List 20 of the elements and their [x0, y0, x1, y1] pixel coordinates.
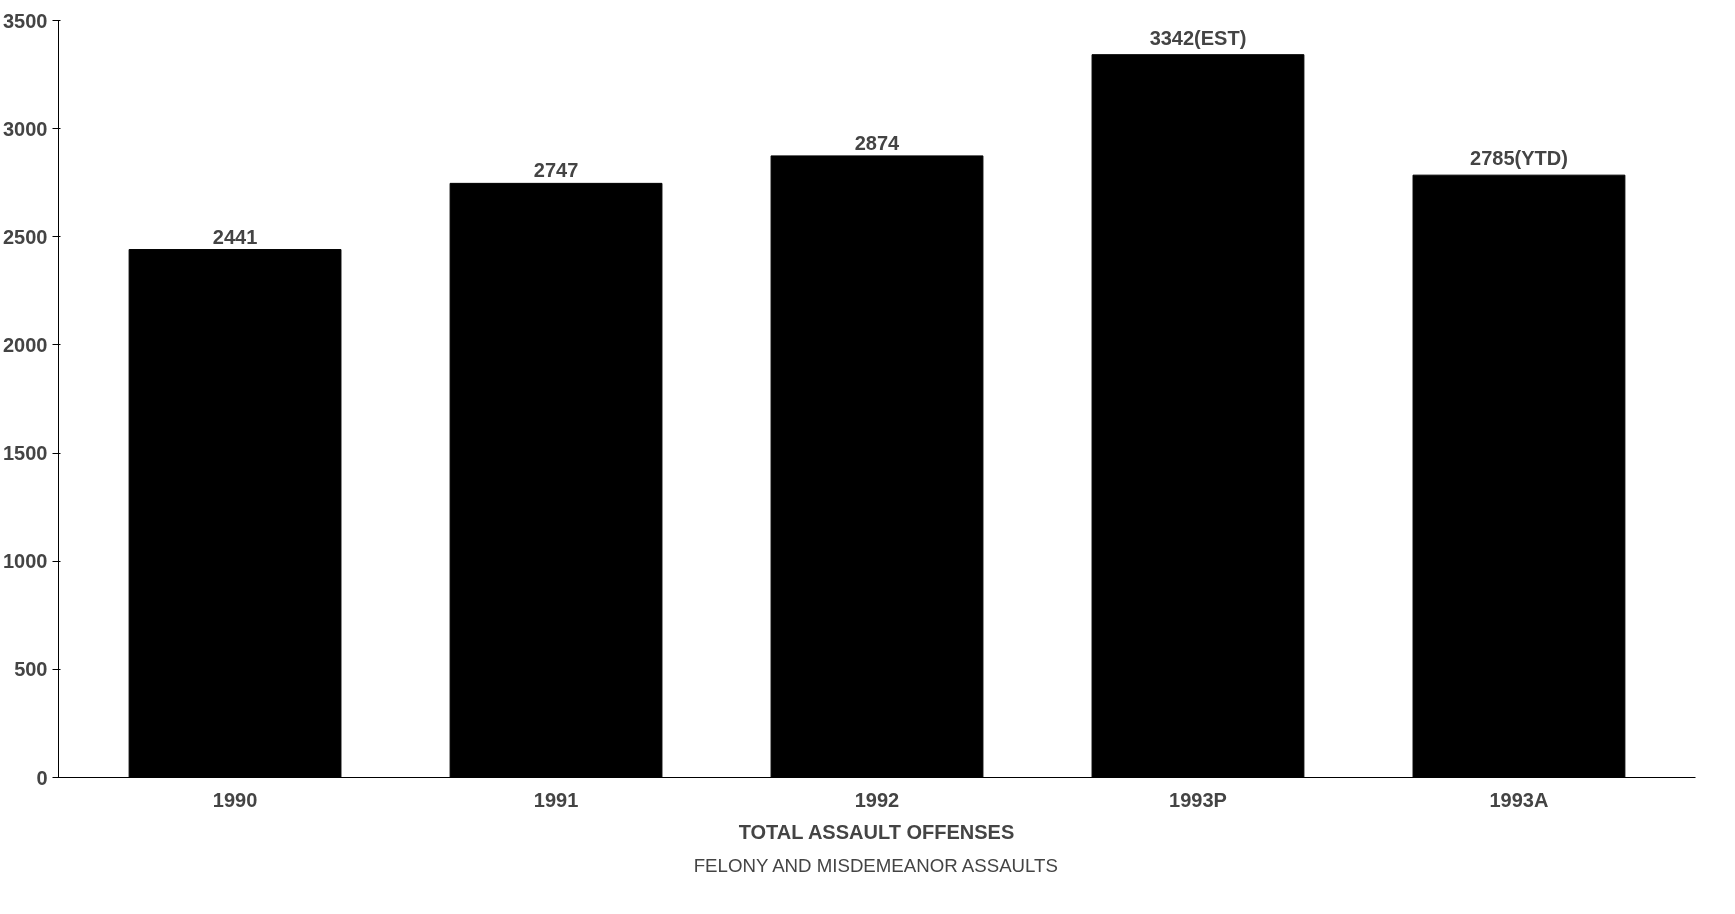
y-tick-label: 0 [36, 766, 48, 789]
x-tick-label: 1990 [212, 788, 258, 811]
x-tick-label: 1993P [1169, 788, 1227, 811]
data-label: 2874 [854, 131, 901, 154]
text: TOTAL ASSAULT OFFENSES [738, 820, 1015, 843]
y-tick-label: 3000 [3, 117, 48, 140]
data-label: 2747 [533, 159, 579, 182]
x-tick-label: 1991 [533, 788, 579, 811]
x-tick-label: 1993A [1489, 788, 1549, 811]
y-tick-label: 500 [14, 658, 48, 681]
y-tick-label: 1500 [3, 442, 48, 465]
data-label: 2441 [212, 225, 258, 248]
data-label: 2785(YTD) [1470, 147, 1568, 170]
y-tick-label: 1000 [3, 550, 48, 573]
y-tick-label: 2500 [3, 225, 48, 248]
data-label: 3342(EST) [1149, 26, 1247, 49]
y-tick-label: 3500 [3, 9, 48, 32]
x-tick-label: 1992 [854, 788, 900, 811]
y-tick-label: 2000 [3, 333, 48, 356]
text: FELONY AND MISDEMEANOR ASSAULTS [693, 854, 1058, 876]
